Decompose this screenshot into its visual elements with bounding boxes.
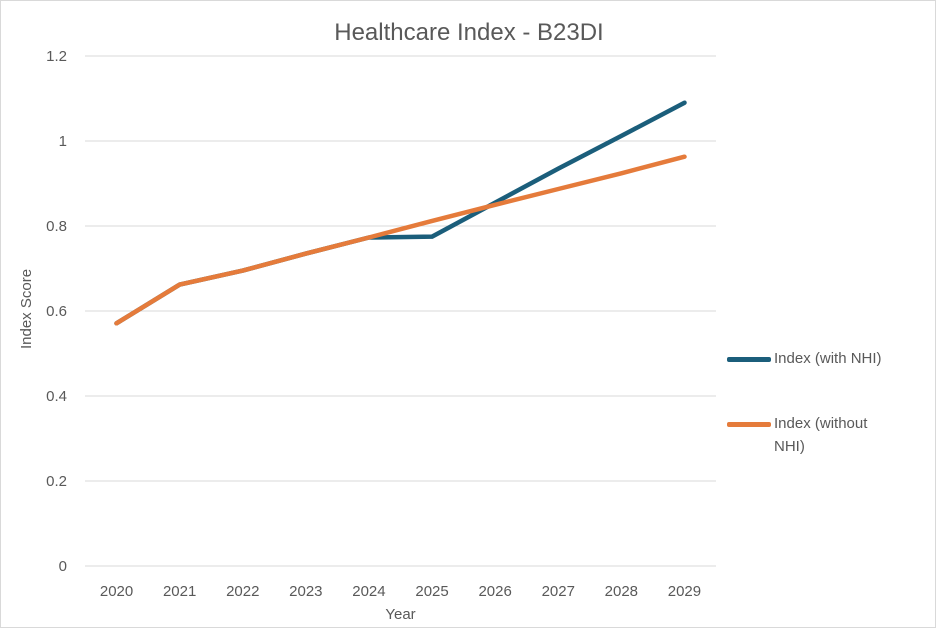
y-axis-tick-labels: 0 0.2 0.4 0.6 0.8 1 1.2 (46, 48, 67, 575)
x-tick-label: 2026 (478, 583, 511, 600)
x-tick-label: 2028 (605, 583, 638, 600)
legend-swatch-with-nhi (727, 357, 771, 362)
y-tick-label: 0.4 (46, 388, 67, 405)
y-tick-label: 1 (59, 133, 67, 150)
legend-item-without-nhi: Index (without NHI) (727, 412, 894, 458)
legend-label-with-nhi: Index (with NHI) (774, 350, 882, 367)
x-tick-label: 2029 (668, 583, 701, 600)
y-tick-label: 0 (59, 558, 67, 575)
chart-title: Healthcare Index - B23DI (334, 19, 604, 46)
y-tick-label: 0.8 (46, 218, 67, 235)
gridlines (85, 55, 716, 567)
x-tick-label: 2020 (100, 583, 133, 600)
x-tick-label: 2022 (226, 583, 259, 600)
series-line-with-nhi (114, 100, 687, 326)
x-tick-label: 2025 (415, 583, 448, 600)
x-tick-label: 2024 (352, 583, 385, 600)
legend-swatch-without-nhi (727, 422, 771, 427)
y-tick-label: 0.6 (46, 303, 67, 320)
y-tick-label: 1.2 (46, 48, 67, 65)
x-axis-tick-labels: 2020 2021 2022 2023 2024 2025 2026 2027 2028 2029 (100, 583, 701, 600)
x-tick-label: 2027 (542, 583, 575, 600)
legend-label-without-nhi: Index (without NHI) (774, 415, 868, 455)
series-lines (114, 100, 687, 326)
x-axis-title: Year (385, 606, 415, 623)
y-tick-label: 0.2 (46, 473, 67, 490)
legend-item-with-nhi: Index (with NHI) (727, 347, 894, 370)
series-line-without-nhi (114, 154, 687, 326)
x-tick-label: 2021 (163, 583, 196, 600)
y-axis-title: Index Score (18, 269, 35, 349)
x-tick-label: 2023 (289, 583, 322, 600)
